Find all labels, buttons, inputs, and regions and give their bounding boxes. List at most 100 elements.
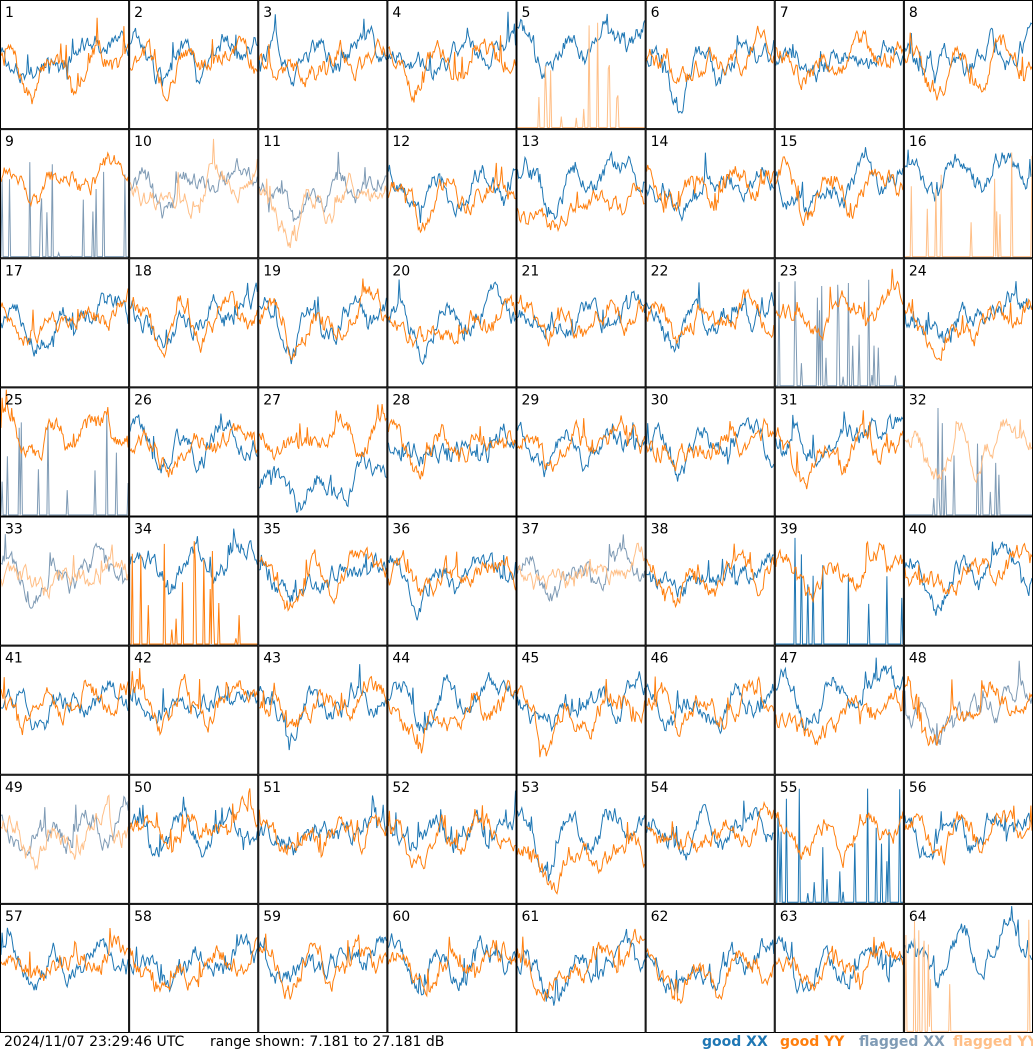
panel-33-xx-series (0, 534, 129, 609)
panel-12-frame (387, 129, 517, 259)
panel-33: 33 (0, 516, 130, 646)
panel-30: 30 (645, 387, 775, 517)
panel-12-label: 12 (392, 134, 410, 150)
panel-4-yy-series (388, 35, 516, 103)
panel-40-yy-series (904, 542, 1033, 596)
panel-40: 40 (903, 516, 1033, 646)
panel-40-label: 40 (909, 522, 927, 538)
panel-50-xx-series (129, 796, 258, 858)
panel-50-yy-series (129, 788, 258, 854)
panel-17-frame (0, 258, 130, 388)
panel-22-xx-series (646, 282, 775, 353)
panel-1: 1 (0, 0, 130, 130)
panel-43-xx-series (258, 664, 387, 751)
panel-53-label: 53 (522, 780, 540, 796)
panel-44-xx-series (388, 672, 516, 734)
panel-57-xx-series (0, 927, 129, 991)
panel-46-frame (645, 645, 775, 775)
panel-35: 35 (258, 516, 388, 646)
panel-47-yy-series (775, 688, 904, 746)
panel-39-label: 39 (780, 522, 798, 538)
panel-11-yy-series (258, 172, 387, 248)
panel-26-label: 26 (134, 392, 152, 408)
panel-60-frame (387, 903, 517, 1033)
panel-9-xx-series (0, 162, 129, 258)
panel-52-frame (387, 774, 517, 904)
panel-59-yy-series (258, 933, 387, 1000)
panel-48-xx-series (904, 660, 1033, 746)
panel-63-xx-series (775, 935, 904, 995)
panel-57-label: 57 (5, 909, 23, 925)
panel-44-frame (387, 645, 517, 775)
panel-60-label: 60 (392, 909, 410, 925)
panel-27-yy-series (258, 403, 387, 461)
panel-6-frame (645, 0, 775, 130)
panel-58-frame (129, 903, 259, 1033)
panel-3-yy-series (258, 37, 387, 88)
panel-32-xx-series (904, 407, 1032, 516)
panel-18: 18 (129, 258, 259, 388)
panel-18-label: 18 (134, 263, 152, 279)
panel-6-label: 6 (651, 5, 660, 21)
panel-35-xx-series (259, 551, 387, 603)
panel-28-label: 28 (392, 392, 410, 408)
panel-54-label: 54 (651, 780, 669, 796)
panel-50-frame (129, 774, 259, 904)
panel-25-xx-series (0, 412, 129, 516)
panel-46-label: 46 (651, 651, 669, 667)
panel-38: 38 (645, 516, 775, 646)
panel-55-xx-series (775, 788, 903, 903)
panel-63-yy-series (775, 936, 904, 992)
panel-4-frame (387, 0, 517, 130)
panel-23-label: 23 (780, 263, 798, 279)
panel-19-label: 19 (263, 263, 281, 279)
panel-30-label: 30 (651, 392, 669, 408)
panel-36-label: 36 (392, 522, 410, 538)
panel-24-xx-series (904, 281, 1033, 344)
panel-38-label: 38 (651, 522, 669, 538)
panel-6: 6 (645, 0, 775, 130)
legend-flagged-yy: flagged YY (953, 1034, 1033, 1050)
panel-33-frame (0, 516, 130, 646)
panel-2-yy-series (129, 35, 258, 102)
panel-11: 11 (258, 129, 388, 259)
panel-39-yy-series (775, 540, 904, 604)
panel-47-frame (774, 645, 904, 775)
panel-35-yy-series (258, 546, 387, 612)
panel-37-yy-series (517, 542, 646, 590)
panel-29-frame (516, 387, 646, 517)
panel-56-yy-series (904, 805, 1033, 866)
panel-51-xx-series (258, 795, 387, 856)
panel-52-xx-series (387, 790, 516, 853)
panel-54-xx-series (646, 800, 774, 861)
panel-21-yy-series (517, 294, 646, 347)
panel-62-frame (645, 903, 775, 1033)
panel-8-frame (903, 0, 1033, 130)
panel-7-frame (774, 0, 904, 130)
panel-5-label: 5 (522, 5, 531, 21)
panel-14-frame (645, 129, 775, 259)
panel-23: 23 (774, 258, 904, 388)
panel-14-yy-series (646, 164, 775, 213)
panel-59-frame (258, 903, 388, 1033)
panel-8-yy-series (904, 32, 1033, 101)
panel-48: 48 (903, 645, 1033, 775)
panel-42: 42 (129, 645, 259, 775)
panel-11-label: 11 (263, 134, 281, 150)
panel-55-yy-series (775, 811, 904, 868)
panel-37-frame (516, 516, 646, 646)
panel-54-frame (645, 774, 775, 904)
panel-42-label: 42 (134, 651, 152, 667)
panel-5-xx-series (517, 13, 646, 80)
panel-61-label: 61 (522, 909, 540, 925)
panel-46: 46 (645, 645, 775, 775)
panel-21-label: 21 (522, 263, 540, 279)
panel-49-yy-series (0, 794, 129, 871)
panel-53-yy-series (517, 821, 646, 895)
panel-52-label: 52 (392, 780, 410, 796)
panel-30-yy-series (646, 417, 775, 472)
panel-12-yy-series (387, 162, 516, 234)
panel-42-frame (129, 645, 259, 775)
panel-50: 50 (129, 774, 259, 904)
